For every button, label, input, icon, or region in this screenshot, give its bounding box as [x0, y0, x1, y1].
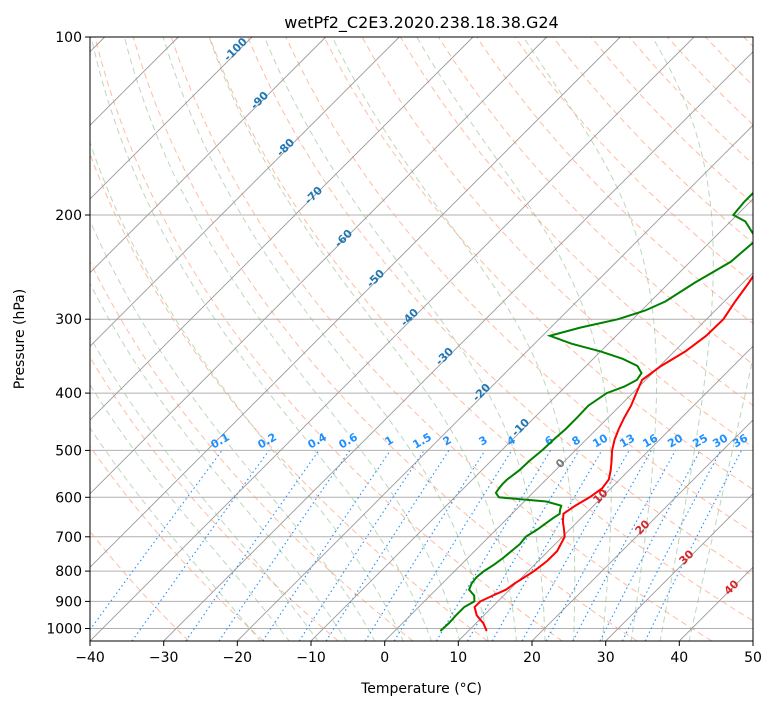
isotherm-line — [90, 37, 327, 274]
isotherm-line — [752, 640, 753, 641]
dry-adiabat — [209, 37, 753, 622]
dry-adiabats — [90, 37, 753, 641]
isotherm-line — [90, 37, 621, 568]
moist-adiabat — [90, 37, 432, 641]
moist-adiabat — [90, 336, 319, 641]
isotherm-line — [605, 493, 753, 641]
isotherm-line — [384, 272, 753, 641]
plot-background — [90, 37, 753, 641]
y-tick-label: 400 — [55, 386, 82, 402]
isotherm-line — [531, 419, 753, 641]
x-tick-label: 0 — [380, 650, 389, 666]
y-tick-label: 800 — [55, 564, 82, 580]
isotherm-line — [90, 37, 253, 200]
mixing-ratio-line — [467, 450, 580, 641]
moist-adiabat — [123, 37, 461, 641]
y-axis-label: Pressure (hPa) — [12, 289, 28, 389]
chart-title: wetPf2_C2E3.2020.238.18.38.G24 — [284, 13, 558, 33]
skewed-isotherms — [90, 37, 753, 641]
mixing-ratio-line — [262, 450, 391, 641]
mixing-ratio-line — [435, 450, 552, 641]
moist-adiabats — [90, 37, 753, 641]
x-tick-label: −30 — [149, 650, 179, 666]
dry-adiabat — [285, 37, 753, 534]
dry-adiabat — [247, 37, 753, 577]
y-axis-ticks: 1000 900 800 700 600 500 400 300 200 100 — [46, 30, 90, 638]
isotherm-line — [90, 37, 548, 495]
mixing-ratio-line — [185, 450, 320, 641]
mixing-ratio-line — [218, 450, 351, 641]
isotherm-line — [236, 124, 753, 641]
dry-adiabat — [132, 37, 638, 641]
moist-adiabat — [331, 37, 576, 641]
dewpoint-trace — [439, 191, 753, 632]
isotherm-line — [90, 37, 400, 347]
x-tick-label: 20 — [523, 650, 541, 666]
moist-adiabat — [90, 383, 290, 641]
isotherm-line — [90, 37, 474, 421]
temperature-trace — [473, 274, 753, 632]
mixing-ratio-line — [572, 450, 676, 641]
moist-adiabat — [651, 37, 714, 641]
x-tick-label: −20 — [223, 650, 253, 666]
moist-adiabat — [162, 37, 489, 641]
moist-adiabat — [90, 219, 376, 641]
mixing-ratio-line — [298, 450, 425, 641]
isotherm-line — [310, 198, 753, 641]
moist-adiabat — [688, 355, 753, 641]
x-tick-label: −10 — [296, 650, 326, 666]
mixing-ratio-line — [545, 450, 652, 641]
mixing-ratio-line — [325, 450, 450, 641]
x-tick-label: 30 — [597, 650, 615, 666]
dry-adiabat — [90, 445, 264, 641]
isotherm-line — [457, 345, 753, 641]
moist-adiabat — [208, 37, 518, 641]
y-tick-label: 700 — [55, 530, 82, 546]
y-tick-label: 300 — [55, 312, 82, 328]
sounding-traces — [439, 191, 753, 632]
dry-adiabat — [90, 260, 414, 641]
mixing-ratio-line — [364, 450, 486, 641]
isotherm-line — [90, 37, 695, 641]
y-tick-label: 900 — [55, 594, 82, 610]
moist-adiabat — [522, 37, 658, 641]
moist-adiabat — [263, 37, 546, 641]
isotherm-line — [163, 51, 753, 641]
y-tick-label: 100 — [55, 30, 82, 46]
x-axis-label: Temperature (°C) — [360, 681, 482, 697]
y-tick-label: 200 — [55, 208, 82, 224]
moist-adiabat — [90, 282, 347, 641]
x-axis-ticks: −40 −30 −20 −10 0 10 20 30 40 50 — [75, 641, 762, 666]
x-tick-label: 50 — [744, 650, 762, 666]
plot-frame — [89, 36, 754, 642]
moist-adiabat — [90, 427, 261, 641]
y-tick-label: 1000 — [46, 622, 82, 638]
dry-adiabat — [323, 37, 753, 491]
dry-adiabat — [94, 37, 563, 641]
dry-adiabat — [170, 37, 712, 641]
x-tick-label: 40 — [670, 650, 688, 666]
x-tick-label: 10 — [449, 650, 467, 666]
y-tick-label: 500 — [55, 443, 82, 459]
moist-adiabat — [90, 141, 404, 641]
x-tick-label: −40 — [75, 650, 105, 666]
y-tick-label: 600 — [55, 490, 82, 506]
